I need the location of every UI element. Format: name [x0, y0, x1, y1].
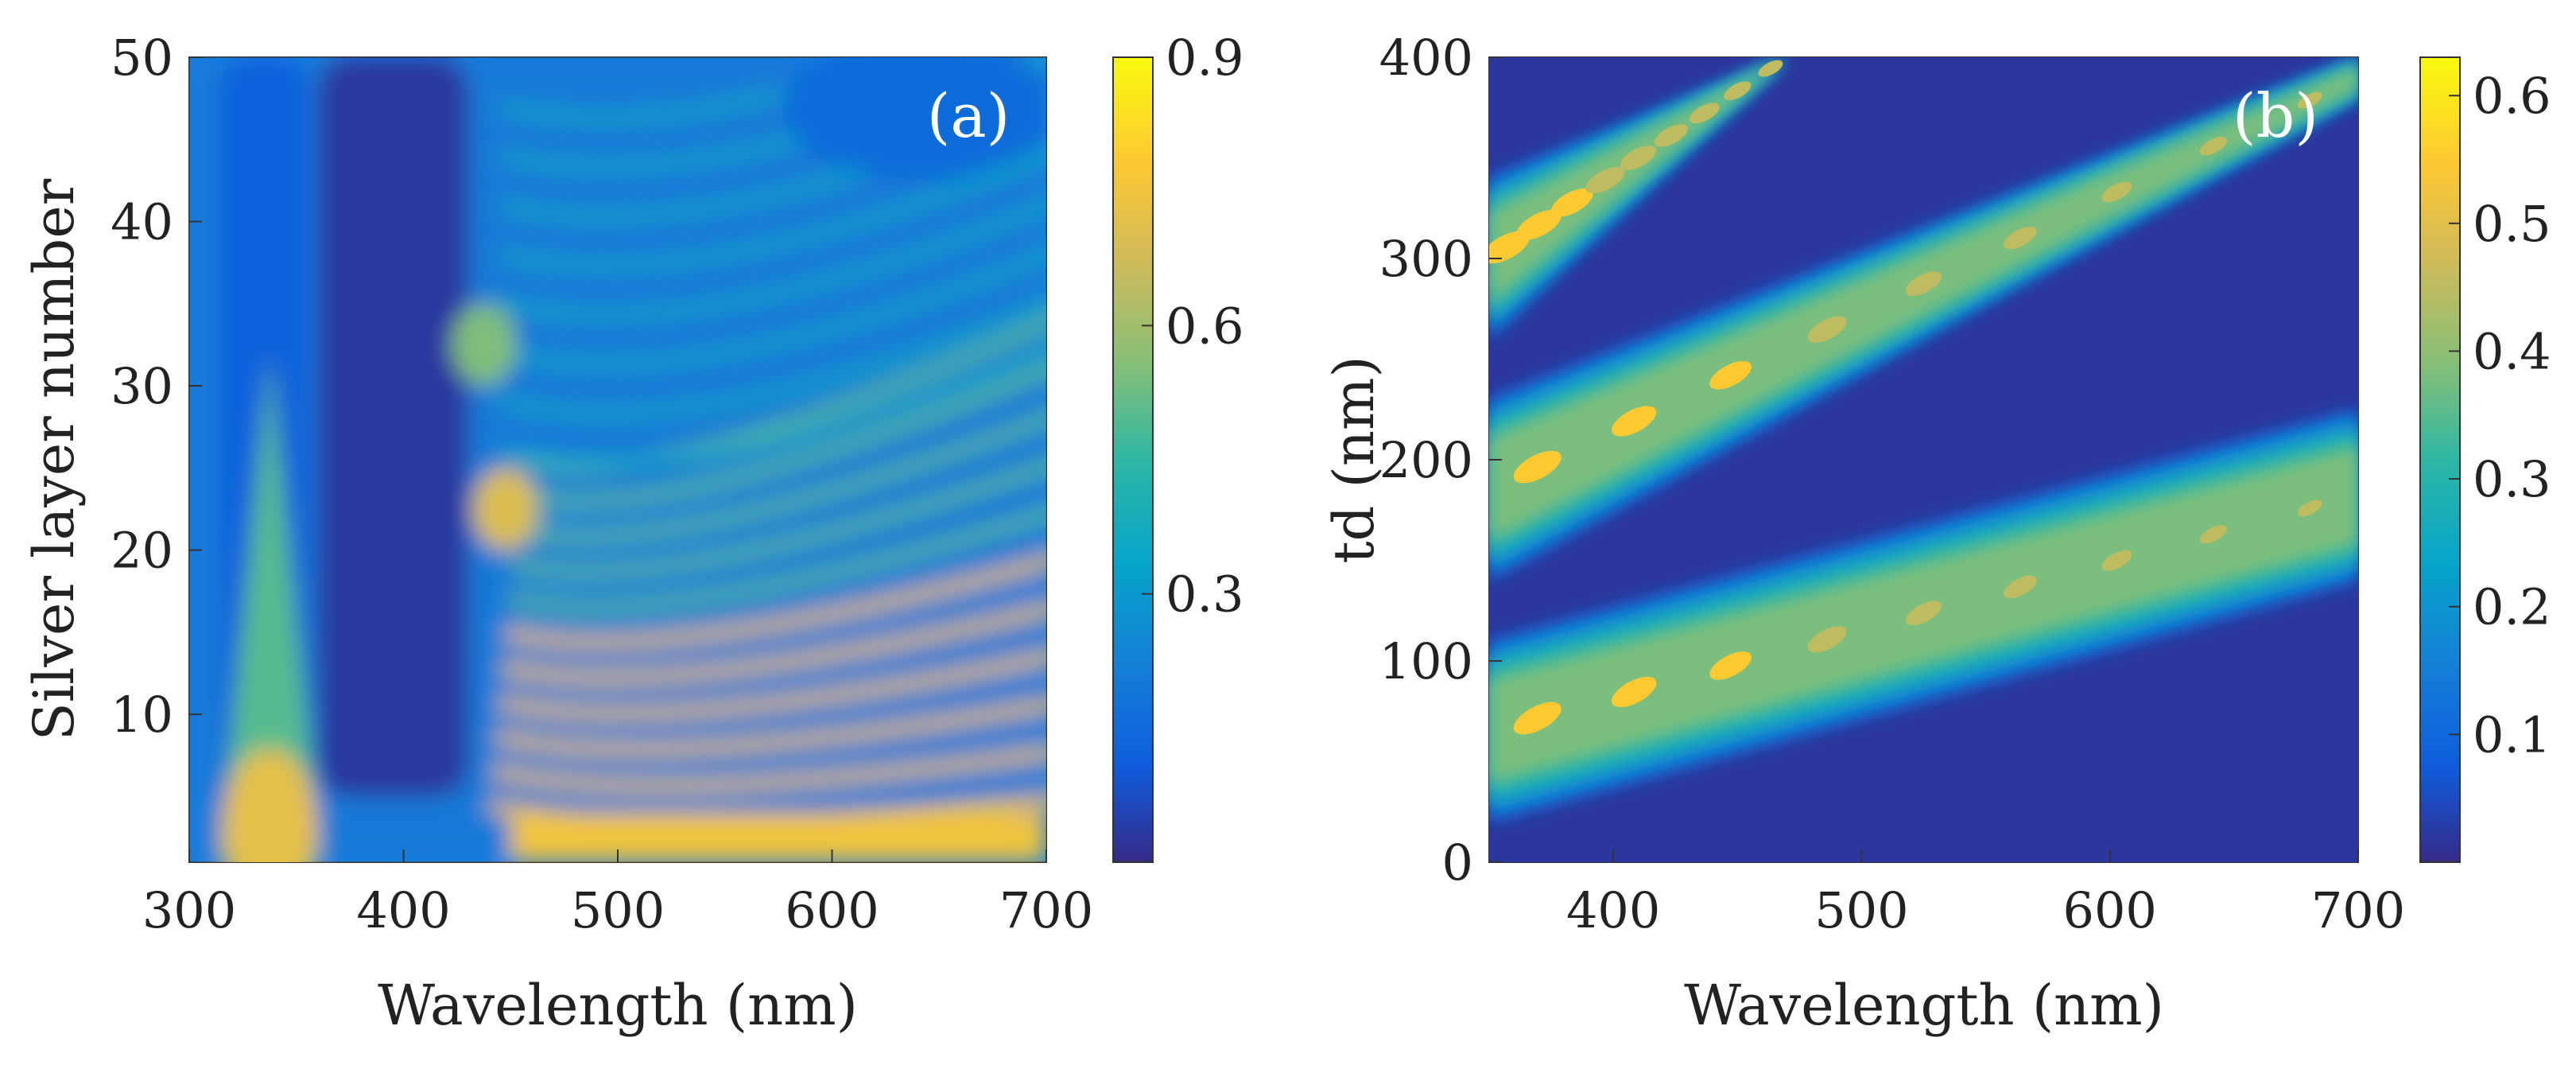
- x-tick-label: 500: [1814, 881, 1908, 939]
- colorbar-a: [1112, 56, 1154, 863]
- colorbar-tick-label: 0.3: [1166, 566, 1244, 624]
- x-tick-label: 400: [356, 881, 450, 939]
- y-tick-label: 30: [111, 357, 173, 415]
- heatmap-a-fringe: [516, 364, 1046, 508]
- axes-a: 300 400 500 600 700 10 20 30 40 50: [111, 29, 1093, 939]
- heatmap-b-streak: [1489, 231, 1530, 264]
- y-tick-label: 40: [111, 193, 173, 251]
- heatmap-b-streak: [1655, 124, 1688, 147]
- colorbar-a-ticks: 0.3 0.6 0.9: [1142, 29, 1244, 624]
- heatmap-b-streak: [2101, 550, 2132, 571]
- heatmap-b-streak: [1516, 209, 1562, 240]
- heatmap-b-streak: [1689, 103, 1720, 124]
- y-tick-label: 100: [1379, 632, 1473, 690]
- x-tick-label: 700: [999, 881, 1093, 939]
- y-axis-label-b: td (nm): [1321, 356, 1387, 563]
- heatmap-b-streak: [2297, 499, 2322, 517]
- colorbar-tick-label: 0.5: [2473, 195, 2551, 253]
- x-tick-label: 600: [2063, 881, 2157, 939]
- heatmap-a-fringe: [494, 698, 1046, 756]
- heatmap-a-uv-ridge: [219, 352, 320, 862]
- colorbar-tick-label: 0.1: [2473, 705, 2551, 764]
- y-tick-label: 200: [1379, 431, 1473, 489]
- x-tick-label: 700: [2311, 881, 2405, 939]
- heatmap-b-band-3: [1489, 57, 1787, 330]
- heatmap-b-band-3: [1489, 57, 1787, 305]
- heatmap-a-faint-fringe: [499, 57, 933, 123]
- heatmap-b-streak: [1513, 450, 1562, 484]
- y-tick-label: 0: [1442, 834, 1473, 892]
- y-tick-label: 10: [111, 686, 173, 744]
- heatmap-b: [1489, 57, 2358, 862]
- y-tick-label: 400: [1379, 29, 1473, 87]
- heatmap-b-streak: [2199, 525, 2228, 544]
- heatmap-a-fringe: [500, 603, 1046, 685]
- colorbar-tick-label: 0.4: [2473, 322, 2551, 380]
- heatmap-b-band-2: [1489, 65, 2358, 542]
- x-axis-label-a: Wavelength (nm): [378, 973, 858, 1038]
- heatmap-b-streak: [2004, 575, 2037, 599]
- heatmap-a-fringe: [503, 555, 1046, 649]
- heatmap-a-faint-fringe: [499, 150, 1046, 271]
- colorbar-tick-label: 0.9: [1166, 29, 1244, 87]
- x-tick-label: 300: [142, 881, 236, 939]
- heatmap-b-streak: [1550, 188, 1593, 217]
- heatmap-a-faint-fringe: [499, 347, 1046, 468]
- heatmap-a-fringe-spot-2: [452, 303, 516, 387]
- y-tick-label: 20: [111, 522, 173, 580]
- heatmap-b-streak: [1905, 601, 1942, 626]
- colorbar-tick-label: 0.6: [2473, 67, 2551, 125]
- heatmap-a-uv-peak: [221, 748, 318, 862]
- colorbar-b-ticks: 0.1 0.2 0.3 0.4 0.5 0.6: [2449, 67, 2551, 764]
- colorbar-tick-label: 0.6: [1166, 297, 1244, 355]
- heatmap-a-upper-right: [782, 57, 1046, 178]
- heatmap-b-streak: [1758, 60, 1783, 77]
- panel-label-b: (b): [2233, 80, 2318, 151]
- heatmap-b-band-3: [1489, 57, 1787, 340]
- heatmap-b-streak: [2101, 181, 2132, 203]
- heatmap-a-fringe-spot-1: [473, 468, 537, 550]
- heatmap-a-faint-fringe: [499, 199, 1046, 321]
- heatmap-a-fringe: [497, 651, 1046, 720]
- panel-b: 400 500 600 700 0 100 200 300 400 (b) Wavelength…: [1321, 29, 2551, 1038]
- heatmap-b-streak: [1612, 676, 1657, 708]
- x-tick-label: 600: [785, 881, 879, 939]
- colorbar-tick-label: 0.2: [2473, 578, 2551, 636]
- heatmap-a: [189, 57, 1046, 862]
- heatmap-b-streak: [1807, 316, 1847, 343]
- y-axis-label-a: Silver layer number: [21, 178, 87, 740]
- heatmap-a-fringe: [506, 507, 1046, 614]
- heatmap-b-streak: [1612, 406, 1657, 437]
- heatmap-b-streak: [1585, 167, 1625, 194]
- heatmap-b-streak: [1724, 81, 1752, 100]
- heatmap-b-streak: [1620, 146, 1657, 170]
- axes-b: 400 500 600 700 0 100 200 300 400: [1379, 29, 2406, 939]
- colorbar-tick-label: 0.3: [2473, 450, 2551, 508]
- heatmap-b-streak: [2199, 137, 2228, 156]
- x-tick-label: 400: [1566, 881, 1660, 939]
- x-tick-label: 500: [571, 881, 665, 939]
- heatmap-b-streak: [1807, 626, 1847, 653]
- heatmap-a-faint-fringe: [499, 248, 1046, 370]
- panel-a: 300 400 500 600 700 10 20 30 40 50 (a) Wavelength…: [21, 29, 1244, 1038]
- heatmap-b-streak: [1513, 702, 1562, 735]
- heatmap-b-streak: [2297, 91, 2322, 109]
- x-axis-label-b: Wavelength (nm): [1684, 973, 2164, 1038]
- heatmap-a-low-transmission-gap: [317, 57, 468, 797]
- colorbar-b: [2419, 56, 2461, 863]
- heatmap-b-streak: [2004, 226, 2037, 250]
- heatmap-b-streak: [1709, 361, 1752, 390]
- heatmap-a-fringe: [510, 460, 1046, 579]
- heatmap-a-fringe: [491, 746, 1046, 792]
- heatmap-b-streak: [1905, 271, 1942, 297]
- y-tick-label: 300: [1379, 230, 1473, 288]
- heatmap-a-faint-fringe: [499, 297, 1046, 419]
- panel-label-a: (a): [927, 80, 1011, 151]
- heatmap-b-streak: [1709, 651, 1752, 680]
- heatmap-a-fringe: [513, 412, 1046, 543]
- heatmap-b-band-3: [1489, 57, 1787, 319]
- y-tick-label: 50: [111, 29, 173, 87]
- heatmap-a-bottom-band: [510, 813, 1046, 862]
